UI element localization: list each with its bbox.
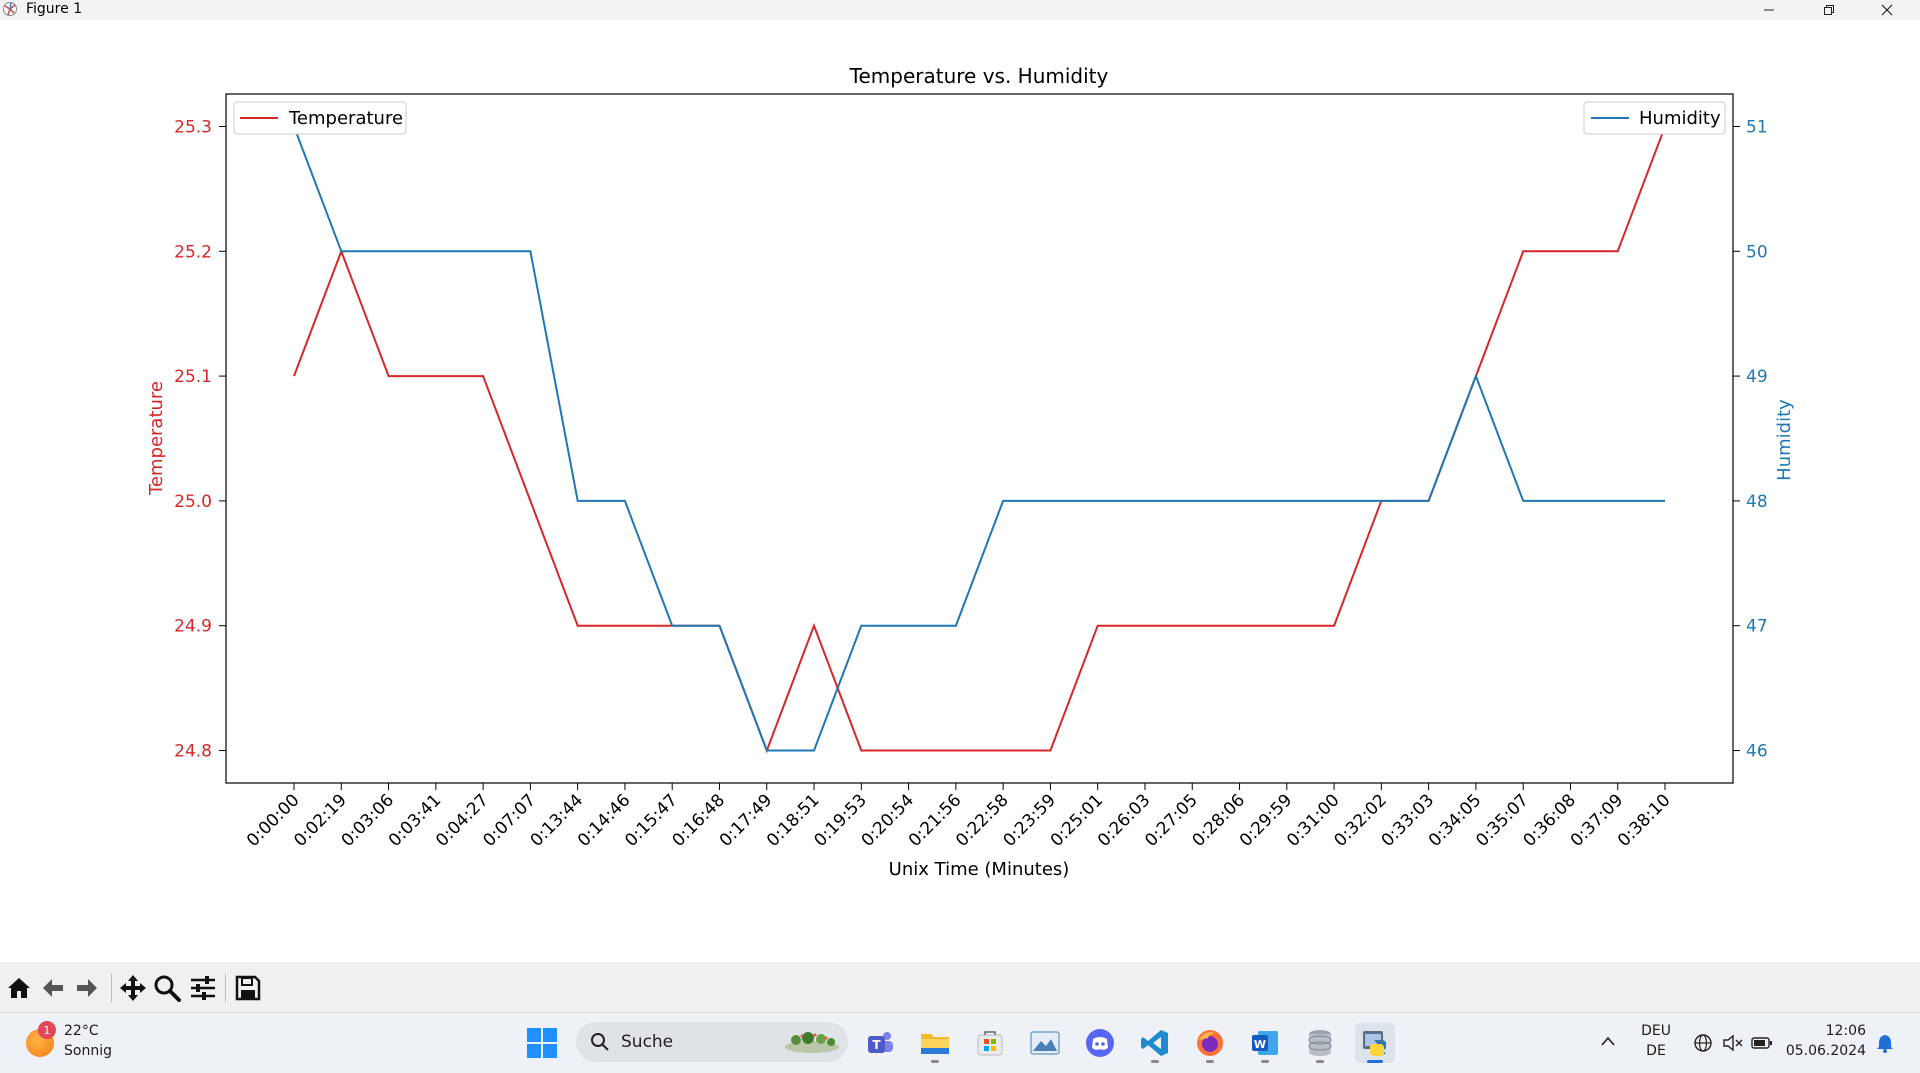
forward-button[interactable] — [72, 974, 102, 1002]
chevron-up-icon[interactable] — [1600, 1035, 1616, 1047]
toolbar-separator — [225, 974, 226, 1002]
temperature-line — [293, 126, 1666, 754]
left-y-tick-label: 25.1 — [174, 367, 212, 387]
notification-badge: 1 — [38, 1021, 56, 1039]
volume-muted-icon[interactable] — [1722, 1033, 1744, 1053]
floppy-icon — [235, 975, 261, 1001]
left-y-tick-label: 25.0 — [174, 492, 212, 512]
taskbar-app-photos[interactable] — [1025, 1023, 1065, 1063]
chart-title: Temperature vs. Humidity — [849, 64, 1109, 88]
sliders-icon — [191, 976, 215, 1000]
notification-bell-icon[interactable] — [1876, 1033, 1894, 1053]
left-y-tick-label: 24.9 — [174, 617, 212, 637]
move-icon — [120, 975, 146, 1001]
running-indicator — [1151, 1060, 1159, 1063]
zoom-button[interactable] — [152, 974, 182, 1002]
humidity-line — [293, 126, 1665, 752]
magnifier-icon — [154, 975, 181, 1002]
right-y-tick-label: 49 — [1746, 367, 1768, 387]
taskbar-app-word[interactable]: W — [1245, 1023, 1285, 1063]
python-icon — [1363, 1031, 1386, 1056]
taskbar-app-teams[interactable]: T — [860, 1023, 900, 1063]
window-titlebar: Figure 1 — [0, 0, 1920, 20]
save-button[interactable] — [233, 974, 263, 1002]
battery-icon[interactable] — [1751, 1035, 1773, 1051]
running-indicator — [1367, 1060, 1383, 1063]
taskbar-search[interactable]: Suche — [576, 1022, 848, 1062]
running-indicator — [931, 1060, 939, 1063]
vscode-icon — [1141, 1030, 1168, 1056]
left-y-tick-label: 24.8 — [174, 742, 212, 762]
taskbar-app-store[interactable] — [970, 1023, 1010, 1063]
clock-time[interactable]: 12:06 — [1825, 1023, 1866, 1039]
folder-icon — [921, 1034, 949, 1054]
right-axis-label: Humidity — [1774, 399, 1795, 481]
right-y-tick-label: 51 — [1746, 117, 1768, 137]
windows-taskbar: 1 22°C Sonnig Suche T — [0, 1012, 1920, 1073]
restore-button[interactable] — [1806, 0, 1852, 20]
clock-date[interactable]: 05.06.2024 — [1785, 1043, 1866, 1059]
window-title: Figure 1 — [26, 1, 83, 17]
x-tick-label: 0:38:10 — [1614, 790, 1674, 850]
taskbar-app-database[interactable] — [1300, 1023, 1340, 1063]
language-indicator[interactable]: DEU — [1641, 1023, 1671, 1039]
left-axis-label: Temperature — [146, 381, 167, 496]
taskbar-app-file-explorer[interactable] — [915, 1023, 955, 1063]
word-icon: W — [1252, 1031, 1278, 1055]
home-button[interactable] — [4, 974, 34, 1002]
figure-toolbar — [0, 962, 1920, 1012]
legend-temperature: Temperature — [233, 101, 407, 135]
toolbar-separator — [111, 974, 112, 1002]
configure-subplots-button[interactable] — [188, 974, 218, 1002]
restore-icon — [1824, 5, 1834, 15]
teams-icon: T — [868, 1032, 893, 1053]
weather-description: Sonnig — [64, 1043, 112, 1059]
home-icon — [8, 978, 30, 998]
legend-humidity: Humidity — [1583, 101, 1726, 135]
running-indicator — [1261, 1060, 1269, 1063]
store-icon — [977, 1031, 1003, 1056]
database-icon — [1308, 1030, 1332, 1056]
right-y-tick-label: 50 — [1746, 242, 1768, 262]
close-button[interactable] — [1864, 0, 1910, 20]
close-icon — [1881, 4, 1893, 16]
right-y-tick-label: 46 — [1746, 742, 1768, 762]
taskbar-app-discord[interactable] — [1080, 1023, 1120, 1063]
weather-temperature: 22°C — [64, 1023, 99, 1039]
arrow-right-icon — [77, 979, 97, 997]
photos-icon — [1030, 1031, 1060, 1055]
left-y-tick-label: 25.2 — [174, 242, 212, 262]
taskbar-app-python[interactable] — [1355, 1023, 1395, 1063]
minimize-icon — [1764, 9, 1774, 11]
taskbar-app-firefox[interactable] — [1190, 1023, 1230, 1063]
right-y-tick-label: 48 — [1746, 492, 1768, 512]
legend-temperature-label: Temperature — [288, 108, 403, 129]
pan-button[interactable] — [118, 974, 148, 1002]
svg-text:W: W — [1254, 1038, 1266, 1051]
matplotlib-icon — [3, 2, 17, 16]
figure-canvas[interactable]: Temperature vs. Humidity Unix Time (Minu… — [0, 20, 1920, 962]
running-indicator — [1316, 1060, 1324, 1063]
search-placeholder: Suche — [621, 1032, 674, 1052]
arrow-left-icon — [43, 979, 63, 997]
right-y-tick-label: 47 — [1746, 617, 1768, 637]
x-axis-label: Unix Time (Minutes) — [889, 859, 1070, 880]
keyboard-layout[interactable]: DE — [1646, 1043, 1666, 1059]
chart: Temperature vs. Humidity Unix Time (Minu… — [146, 64, 1795, 880]
firefox-icon — [1197, 1030, 1223, 1056]
windows-logo-icon — [527, 1028, 557, 1058]
network-globe-icon[interactable] — [1693, 1033, 1713, 1053]
search-highlight-icon — [785, 1032, 839, 1053]
legend-humidity-label: Humidity — [1639, 108, 1721, 129]
search-icon — [591, 1033, 609, 1051]
plot-frame — [225, 93, 1734, 784]
svg-text:T: T — [872, 1038, 881, 1052]
taskbar-app-vscode[interactable] — [1135, 1023, 1175, 1063]
running-indicator — [1206, 1060, 1214, 1063]
back-button[interactable] — [38, 974, 68, 1002]
left-y-tick-label: 25.3 — [174, 117, 212, 137]
minimize-button[interactable] — [1746, 0, 1792, 20]
discord-icon — [1086, 1029, 1114, 1057]
start-button[interactable] — [526, 1027, 558, 1059]
